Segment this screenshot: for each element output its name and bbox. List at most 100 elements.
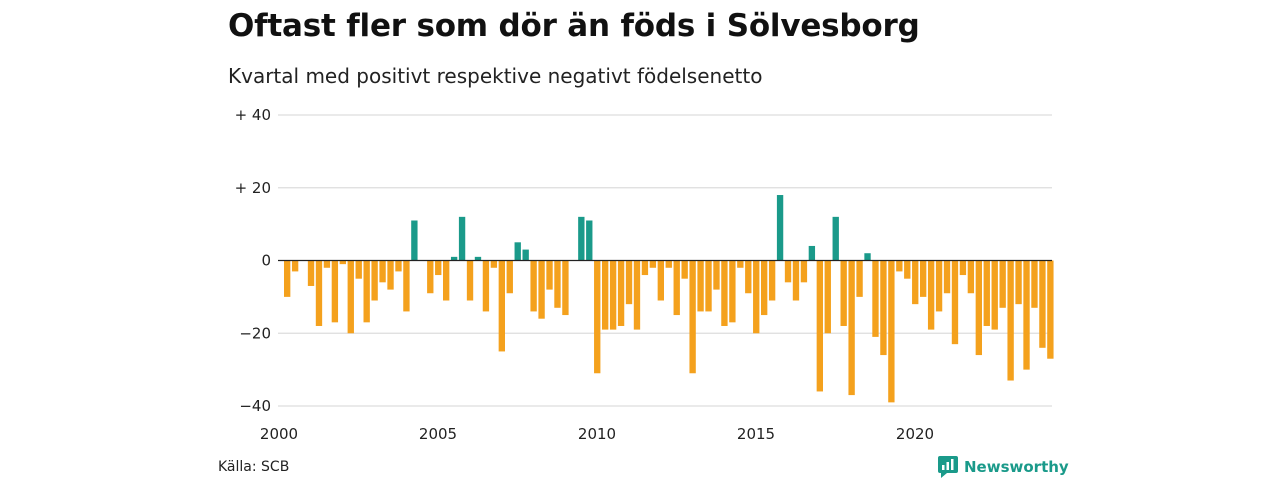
bar-positive — [578, 216, 585, 261]
bar-positive — [864, 253, 871, 261]
bar-negative — [705, 260, 712, 312]
bar-negative — [761, 260, 768, 316]
bar-negative — [1023, 260, 1030, 370]
bar-negative — [768, 260, 776, 301]
bar-negative — [331, 260, 339, 323]
bar-negative — [721, 260, 728, 326]
bar-negative — [323, 260, 331, 268]
bar-positive — [514, 242, 521, 261]
bar-positive — [411, 220, 418, 261]
x-tick-label: 2010 — [578, 425, 616, 443]
bar-negative — [617, 260, 625, 326]
y-tick-label: 0 — [261, 252, 271, 270]
bar-negative — [951, 260, 959, 345]
bar-negative — [729, 260, 736, 323]
bar-negative — [927, 260, 935, 330]
y-tick-label: + 20 — [235, 179, 271, 197]
source-note: Källa: SCB — [218, 459, 290, 475]
bar-negative — [657, 260, 664, 301]
bar-negative — [435, 260, 442, 276]
bar-negative — [999, 260, 1006, 308]
bar-negative — [665, 260, 672, 268]
bar-negative — [625, 260, 633, 305]
bar-negative — [872, 260, 879, 337]
bar-negative — [546, 260, 553, 290]
bar-negative — [649, 260, 657, 268]
bar-negative — [975, 260, 982, 356]
bar-negative — [983, 260, 990, 326]
bar-negative — [753, 260, 760, 334]
bar-negative — [816, 260, 823, 392]
bar-negative — [291, 260, 299, 272]
bar-negative — [888, 260, 895, 403]
bar-negative — [363, 260, 370, 323]
brand-name: Newsworthy — [964, 458, 1069, 476]
bar-positive — [586, 220, 593, 261]
bar-negative — [943, 260, 951, 294]
bar-negative — [800, 260, 808, 283]
bar-negative — [307, 260, 315, 286]
bar-negative — [538, 260, 545, 319]
bar-negative — [673, 260, 680, 316]
bar-negative — [967, 260, 975, 294]
bar-negative — [848, 260, 855, 396]
gridlines — [278, 114, 1052, 407]
bar-positive — [522, 249, 529, 261]
bar-negative — [792, 260, 800, 301]
bar-negative — [840, 260, 847, 326]
bar-negative — [554, 260, 561, 308]
bar-negative — [991, 260, 998, 330]
x-tick-label: 2005 — [419, 425, 457, 443]
bar-negative — [347, 260, 354, 334]
bar-negative — [935, 260, 943, 312]
x-tick-label: 2020 — [896, 425, 934, 443]
bar-negative — [784, 260, 792, 283]
bar-negative — [1031, 260, 1038, 308]
bar-negative — [339, 260, 346, 265]
bar-negative — [498, 260, 505, 352]
bar-negative — [530, 260, 537, 312]
bar-positive — [832, 216, 839, 261]
bar-negative — [920, 260, 927, 297]
bar-negative — [609, 260, 617, 330]
bar-negative — [403, 260, 410, 312]
bar-negative — [824, 260, 831, 334]
bar-negative — [427, 260, 434, 294]
bar-negative — [284, 260, 291, 297]
bar-negative — [681, 260, 688, 279]
bar-negative — [641, 260, 649, 276]
bar-positive — [450, 256, 458, 261]
bar-negative — [633, 260, 641, 330]
bar-negative — [562, 260, 569, 316]
bar-positive — [458, 216, 466, 261]
bar-negative — [482, 260, 490, 312]
bar-negative — [1047, 260, 1054, 359]
bar-negative — [904, 260, 911, 279]
bar-negative — [689, 260, 696, 374]
bar-negative — [315, 260, 323, 326]
bar-negative — [737, 260, 744, 268]
bar-negative — [371, 260, 378, 301]
bar-negative — [395, 260, 402, 272]
bar-positive — [776, 195, 784, 261]
bar-negative — [959, 260, 967, 276]
bar-negative — [506, 260, 513, 294]
y-tick-label: + 40 — [235, 106, 271, 124]
bar-negative — [1007, 260, 1014, 381]
bar-negative — [713, 260, 720, 290]
bar-negative — [355, 260, 362, 279]
bar-negative — [379, 260, 386, 283]
bar-negative — [387, 260, 394, 290]
x-tick-label: 2000 — [260, 425, 298, 443]
bar-negative — [602, 260, 609, 330]
bar-negative — [745, 260, 752, 294]
bar-negative — [1015, 260, 1022, 305]
bar-negative — [466, 260, 474, 301]
bar-negative — [856, 260, 863, 297]
x-tick-label: 2015 — [737, 425, 775, 443]
newsworthy-logo-icon — [938, 456, 958, 478]
y-tick-label: −40 — [239, 397, 271, 415]
bar-negative — [880, 260, 887, 356]
brand-logo[interactable]: Newsworthy — [938, 456, 1069, 478]
